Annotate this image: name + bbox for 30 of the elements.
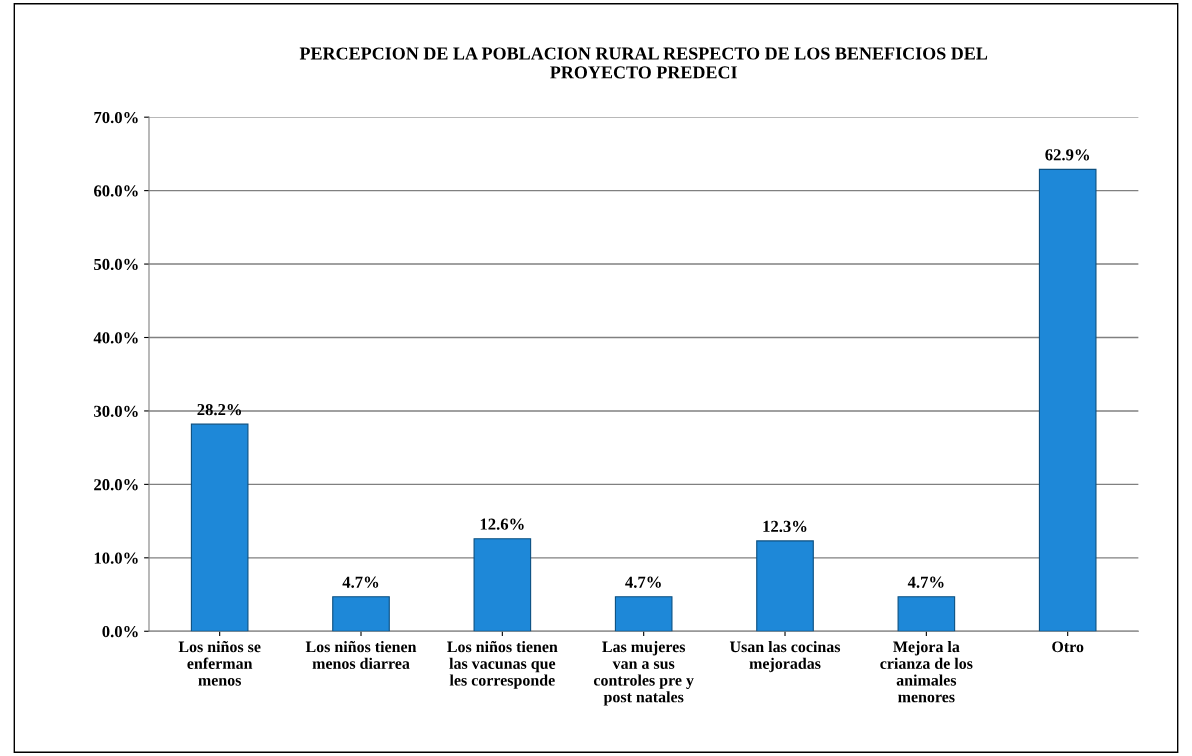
- x-tick-label: Los niños tienen menos diarrea: [305, 640, 417, 669]
- y-tick-label: 70.0%: [94, 111, 138, 124]
- x-tick-label: Otro: [1052, 641, 1084, 653]
- x-tick-label: Los niños se enferman menos: [178, 640, 261, 686]
- x-tick-label: Usan las cocinas mejoradas: [729, 640, 841, 673]
- x-tick-label: Las mujeres van a sus controles pre y post natales: [593, 640, 694, 706]
- data-label: 4.7%: [907, 576, 944, 588]
- y-tick-label: 60.0%: [94, 185, 138, 197]
- y-tick-label: 50.0%: [94, 258, 138, 271]
- y-tick-label: 0.0%: [102, 625, 138, 638]
- bar: [190, 423, 249, 632]
- y-tick-label: 40.0%: [93, 332, 138, 344]
- data-label: 4.7%: [625, 576, 661, 588]
- y-tick-label: 10.0%: [94, 552, 138, 564]
- data-label: 12.3%: [763, 520, 807, 533]
- bar: [1038, 168, 1097, 632]
- data-label: 12.6%: [480, 518, 524, 530]
- y-tick-label: 20.0%: [94, 479, 138, 491]
- bar: [332, 596, 390, 632]
- bar: [756, 540, 814, 632]
- data-label: 28.2%: [197, 403, 242, 416]
- y-tick-label: 30.0%: [94, 405, 138, 417]
- bar: [897, 596, 956, 632]
- x-tick-label: Mejora la crianza de los animales menores: [880, 640, 973, 703]
- data-label: 62.9%: [1045, 149, 1090, 161]
- chart-title: PERCEPCION DE LA POBLACION RURAL RESPECTO DE LOS BENEFICIOS DEL PROYECTO PREDECI: [299, 47, 988, 79]
- x-tick-label: Los niños tienen las vacunas que les corresponde: [447, 640, 558, 689]
- data-label: 4.7%: [342, 576, 379, 588]
- bar: [614, 596, 673, 632]
- bar: [473, 538, 532, 632]
